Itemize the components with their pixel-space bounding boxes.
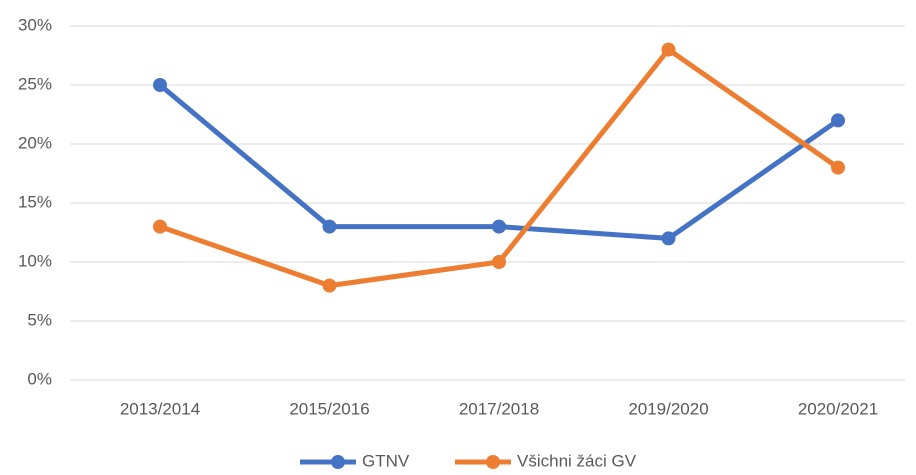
data-point [831, 160, 845, 175]
x-tick-label: 2017/2018 [459, 399, 539, 418]
y-tick-label: 5% [27, 310, 52, 329]
x-tick-label: 2019/2020 [628, 399, 708, 418]
legend-marker [486, 455, 500, 469]
data-point [492, 219, 506, 234]
legend-marker [331, 455, 345, 469]
y-tick-label: 10% [18, 251, 52, 270]
data-point [492, 255, 506, 269]
legend-label: GTNV [362, 451, 410, 470]
data-point [322, 278, 337, 293]
y-tick-label: 0% [27, 369, 52, 388]
x-tick-label: 2020/2021 [798, 399, 878, 418]
data-point [661, 42, 676, 57]
legend-label: Všichni žáci GV [517, 451, 637, 470]
data-point [322, 219, 337, 234]
data-point [831, 113, 845, 128]
data-point [153, 78, 167, 92]
x-tick-label: 2013/2014 [120, 399, 200, 418]
series-line [157, 82, 841, 241]
y-tick-label: 15% [18, 192, 52, 211]
x-tick-label: 2015/2016 [289, 399, 369, 418]
y-tick-label: 25% [18, 74, 52, 93]
y-tick-label: 20% [18, 133, 52, 152]
data-point [153, 219, 167, 234]
y-tick-label: 30% [18, 15, 52, 34]
data-point [661, 231, 676, 246]
